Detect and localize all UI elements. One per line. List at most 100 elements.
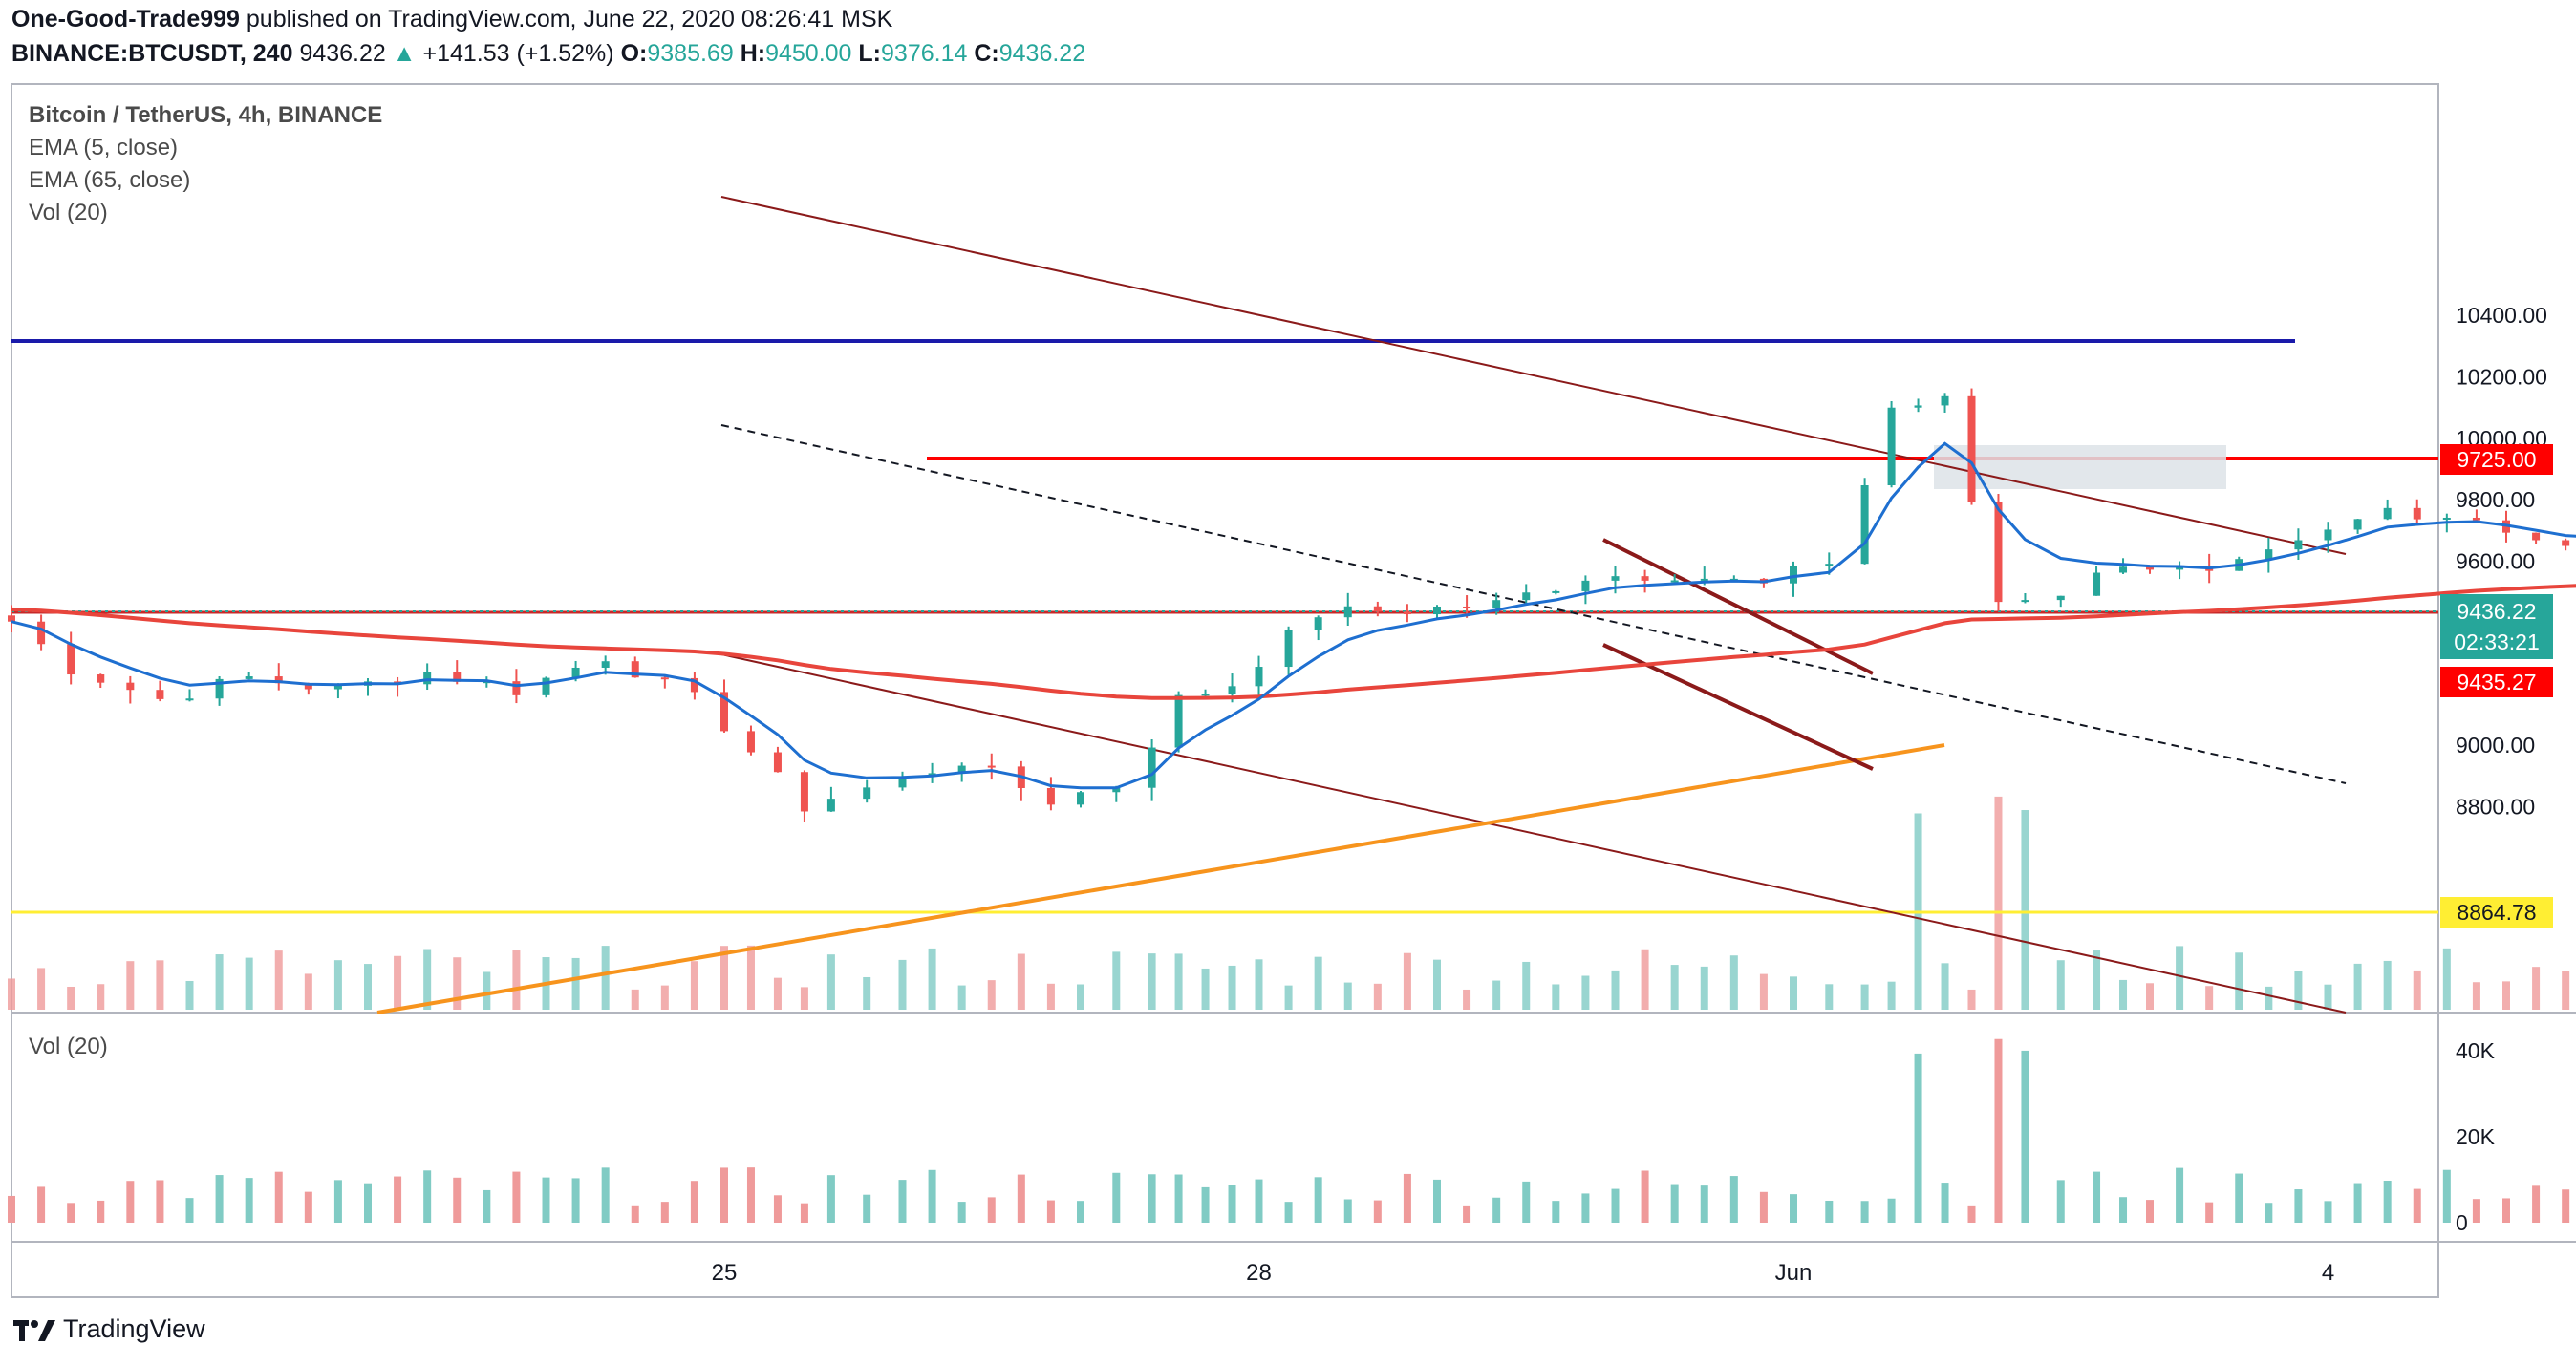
volume-bar (571, 1178, 580, 1223)
volume-overlay-bar (1373, 983, 1382, 1010)
legend-ema65[interactable]: EMA (65, close) (29, 167, 190, 193)
volume-bar (1790, 1194, 1797, 1223)
candle-body (957, 765, 966, 774)
volume-bar (2502, 1198, 2510, 1223)
candle-body (1433, 606, 1441, 615)
volume-overlay-bar (1941, 963, 1949, 1010)
target-zone[interactable] (1934, 445, 2226, 489)
candle-body (2056, 595, 2065, 601)
volume-overlay-bar (1994, 796, 2003, 1010)
volume-bar (2353, 1183, 2362, 1223)
channel-upper-line[interactable] (720, 196, 2347, 555)
volume-overlay-bar (453, 957, 462, 1010)
candle-body (97, 674, 105, 683)
volume-pane-title[interactable]: Vol (20) (29, 1034, 108, 1059)
volume-overlay-bar (1174, 953, 1183, 1010)
candle-body (333, 685, 342, 690)
volume-overlay-bar (364, 964, 372, 1010)
volume-overlay-bar (2021, 810, 2029, 1010)
price-tick-label: 9800.00 (2456, 487, 2535, 512)
volume-bar (245, 1178, 253, 1223)
volume-bar (67, 1203, 75, 1223)
volume-overlay-bar (2146, 983, 2154, 1010)
volume-overlay-bar (215, 954, 224, 1010)
volume-bar (156, 1180, 164, 1223)
volume-bar (126, 1181, 135, 1223)
price-axis[interactable]: 10400.0010200.0010000.009800.009600.0090… (2456, 303, 2547, 819)
volume-overlay-bar (97, 984, 105, 1010)
candle-body (720, 692, 728, 732)
tradingview-logo-icon (13, 1319, 55, 1341)
orange-trend-line[interactable] (376, 743, 1945, 1014)
volume-overlay-bar (2502, 981, 2510, 1010)
last-price-badge (2440, 594, 2553, 659)
volume-bar (2021, 1050, 2029, 1223)
volume-overlay-bar (1255, 959, 1263, 1010)
volume-overlay-bar (1887, 981, 1896, 1010)
volume-bar (1463, 1205, 1471, 1223)
volume-overlay-bar (2176, 946, 2184, 1010)
volume-bar (1941, 1183, 1949, 1223)
candle-body (863, 787, 871, 800)
candle-body (1077, 792, 1084, 805)
volume-bar (304, 1191, 312, 1223)
ema-badge-label: 9435.27 (2457, 670, 2536, 694)
volume-overlay-bar (2324, 984, 2332, 1010)
volume-bar (542, 1177, 550, 1223)
volume-overlay-bar (2294, 971, 2303, 1010)
volume-bar (1641, 1170, 1649, 1223)
volume-overlay-bar (37, 968, 46, 1010)
candle-body (571, 667, 580, 678)
candle-body (1790, 566, 1797, 584)
volume-bar (863, 1194, 871, 1223)
author-name[interactable]: One-Good-Trade999 (11, 6, 240, 32)
volume-bar (97, 1200, 105, 1223)
candle-body (453, 672, 462, 682)
candle-body (826, 799, 835, 812)
resistance-badge-label: 9725.00 (2457, 447, 2536, 472)
volume-axis[interactable]: 40K 20K 0 (2456, 1038, 2496, 1235)
volume-overlay-bar (8, 978, 15, 1010)
volume-overlay-bar (1017, 953, 1025, 1010)
candle-body (512, 681, 521, 695)
volume-bar (826, 1175, 835, 1223)
volume-overlay-bar (1314, 956, 1322, 1010)
volume-bar (333, 1180, 342, 1223)
high-value: 9450.00 (765, 40, 852, 67)
volume-overlay-bar (423, 949, 432, 1010)
volume-overlay-bar (512, 950, 521, 1010)
volume-overlay (8, 796, 2570, 1010)
small-channel-upper-line[interactable] (1602, 538, 1874, 675)
candle-body (245, 676, 253, 679)
time-axis[interactable]: 2528Jun48111518222528 (712, 1260, 2576, 1286)
volume-overlay-bar (720, 946, 728, 1010)
volume-bar (2205, 1202, 2214, 1223)
legend-vol[interactable]: Vol (20) (29, 200, 108, 225)
volume-overlay-bar (601, 946, 610, 1010)
volume-bar (2562, 1189, 2570, 1223)
volume-overlay-bar (928, 948, 936, 1010)
candle-body (156, 690, 164, 699)
legend-ema5[interactable]: EMA (5, close) (29, 135, 178, 160)
volume-overlay-bar (2205, 986, 2214, 1010)
volume-tick-label: 20K (2456, 1124, 2496, 1149)
channel-lower-line[interactable] (720, 653, 2347, 1014)
volume-overlay-bar (2532, 967, 2541, 1010)
volume-bar (1403, 1173, 1411, 1223)
footer-brand[interactable]: TradingView (13, 1314, 205, 1344)
volume-overlay-bar (156, 960, 164, 1010)
candle-body (1522, 592, 1531, 601)
ema-badge (2440, 667, 2553, 697)
volume-overlay-bar (1403, 952, 1411, 1010)
price-tick-label: 9000.00 (2456, 733, 2535, 758)
change-value: +141.53 (+1.52%) (422, 40, 614, 67)
candle-body (690, 677, 698, 693)
volume-bar (957, 1202, 966, 1223)
candle-body (601, 661, 610, 668)
volume-bar (2383, 1181, 2392, 1223)
candle-body (1552, 590, 1560, 593)
volume-overlay-bar (1759, 973, 1768, 1010)
candle-body (1403, 611, 1411, 615)
candle-body (1255, 667, 1263, 687)
